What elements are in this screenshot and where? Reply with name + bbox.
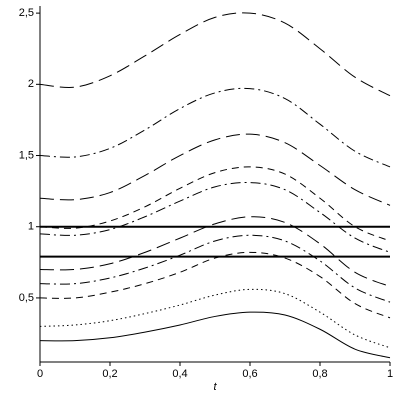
curve [39,87,391,168]
curve [39,216,391,287]
y-tick-label: 0,5 [19,292,34,304]
x-tick-label: 1 [387,368,393,380]
curve [39,181,391,253]
y-tick-label: 1 [28,221,34,233]
x-tick-label: 0 [37,368,43,380]
curve [39,133,391,206]
y-tick-label: 1,5 [19,149,34,161]
y-tick-label: 2,5 [19,7,34,19]
curve [39,234,391,303]
y-tick-label: 2 [28,78,34,90]
x-axis-label: t [213,381,217,393]
curve [39,311,391,359]
curve [39,251,391,319]
x-tick-label: 0,4 [172,368,187,380]
curve [39,166,391,242]
x-tick-label: 0,2 [102,368,117,380]
x-tick-label: 0,6 [242,368,257,380]
curve [39,12,391,97]
x-tick-label: 0,8 [312,368,327,380]
